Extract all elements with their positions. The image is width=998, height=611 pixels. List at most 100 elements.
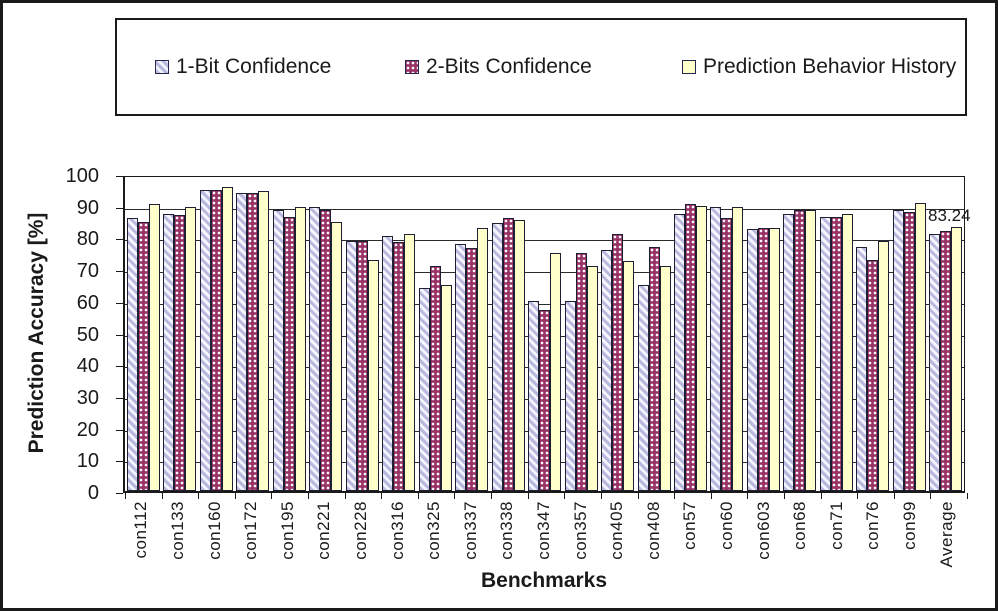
legend-item-2bits: 2-Bits Confidence	[405, 55, 592, 79]
bar	[404, 234, 416, 491]
x-tick	[967, 493, 968, 499]
y-tick-label: 10	[76, 450, 99, 473]
x-tick-label: con357	[570, 501, 590, 560]
y-tick-label: 0	[87, 482, 99, 504]
bar	[356, 241, 368, 491]
bar-group-con316	[380, 177, 416, 491]
bar-group-con133	[161, 177, 197, 491]
x-tick-label: con228	[350, 501, 370, 560]
bar	[283, 217, 295, 491]
y-tick	[116, 397, 123, 399]
legend-swatch-1bit-icon	[155, 60, 169, 74]
bar	[783, 214, 795, 491]
bar	[528, 301, 540, 491]
bar	[502, 218, 514, 491]
bar-group-Average	[928, 177, 964, 491]
y-tick-label: 60	[76, 291, 99, 314]
bar	[564, 301, 576, 491]
bar	[841, 214, 853, 491]
bar	[601, 250, 613, 491]
x-tick-label: con99	[900, 501, 920, 550]
bar	[830, 217, 842, 491]
bar-group-con408	[636, 177, 672, 491]
y-tick-label: 100	[65, 165, 99, 187]
bar-group-con405	[599, 177, 635, 491]
y-tick	[116, 239, 123, 241]
bar-group-con325	[417, 177, 453, 491]
bar	[440, 285, 452, 491]
bar	[126, 218, 138, 491]
legend-label: Prediction Behavior History	[703, 55, 957, 78]
bar	[768, 228, 780, 491]
bar	[805, 210, 817, 491]
bar	[892, 210, 904, 491]
y-tick-label: 20	[76, 418, 99, 441]
bar	[929, 234, 941, 491]
x-tick-label: con325	[424, 501, 444, 560]
x-tick-label: con68	[790, 501, 810, 550]
bar-group-con68	[782, 177, 818, 491]
bar-group-con347	[526, 177, 562, 491]
bar	[757, 228, 769, 491]
x-tick	[711, 493, 712, 499]
bar	[550, 253, 562, 491]
gridline	[125, 240, 964, 242]
x-axis-tick-labels: con112 con133 con160 con172 con195 con221 con2…	[123, 501, 965, 568]
bar	[867, 260, 879, 491]
legend-label: 1-Bit Confidence	[176, 55, 332, 78]
x-tick	[601, 493, 602, 499]
x-tick-label: con76	[863, 501, 883, 550]
bar	[294, 207, 306, 491]
bar	[174, 215, 186, 491]
bar	[696, 206, 707, 491]
y-tick	[116, 207, 123, 209]
x-tick	[308, 493, 309, 499]
bar	[623, 261, 635, 491]
bar	[393, 242, 405, 491]
x-tick	[345, 493, 346, 499]
bar	[685, 204, 696, 491]
plot-area	[116, 176, 968, 499]
x-tick	[235, 493, 236, 499]
legend: 1-Bit Confidence 2-Bits Confidence Predi…	[115, 18, 967, 116]
bar	[878, 241, 890, 491]
x-tick	[638, 493, 639, 499]
bar	[163, 214, 175, 491]
y-tick	[116, 366, 123, 368]
bar	[710, 207, 722, 491]
bar	[951, 227, 963, 491]
bar	[856, 247, 868, 491]
bar	[586, 266, 598, 491]
bar	[575, 253, 587, 491]
y-tick	[116, 493, 123, 494]
x-tick-label: con57	[680, 501, 700, 550]
y-tick	[116, 302, 123, 304]
legend-swatch-pbh-icon	[682, 60, 696, 74]
bar	[477, 228, 489, 491]
x-tick-label: con112	[131, 501, 151, 559]
x-tick	[381, 493, 382, 499]
legend-swatch-2bits-icon	[405, 60, 419, 74]
y-tick	[116, 334, 123, 336]
x-tick-label: con316	[387, 501, 407, 560]
bar	[539, 310, 551, 491]
x-tick-label: Average	[936, 501, 956, 568]
y-tick	[116, 176, 123, 177]
bar	[466, 248, 478, 491]
legend-label: 2-Bits Confidence	[426, 55, 592, 78]
bar	[382, 236, 394, 491]
bar	[637, 285, 649, 491]
bar	[247, 193, 259, 491]
x-tick-label: con221	[314, 501, 334, 560]
bar	[367, 260, 379, 491]
bar	[659, 266, 671, 491]
bar	[794, 210, 806, 491]
bar	[210, 190, 222, 491]
bar-group-con60	[709, 177, 745, 491]
bar	[272, 210, 284, 491]
x-tick	[418, 493, 419, 499]
legend-item-1bit: 1-Bit Confidence	[155, 55, 331, 79]
x-tick-label: con60	[717, 501, 737, 550]
x-tick-label: con338	[497, 501, 517, 560]
